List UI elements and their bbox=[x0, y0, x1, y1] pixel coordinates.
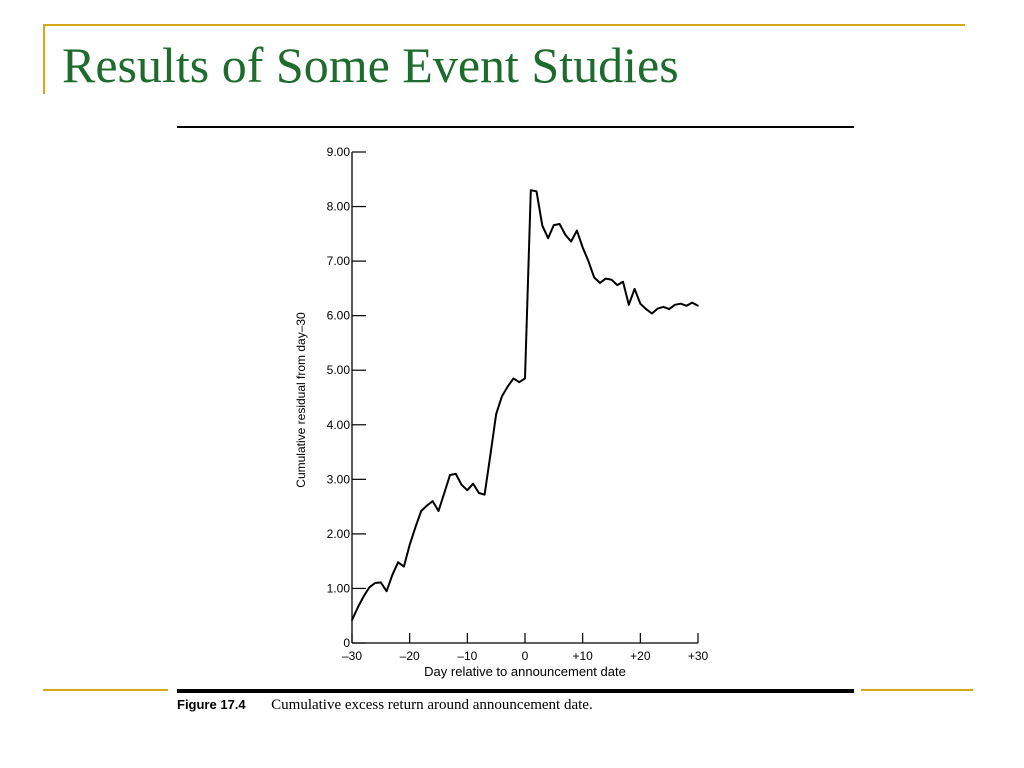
slide-frame-top bbox=[43, 24, 965, 26]
data-point bbox=[651, 312, 653, 315]
data-point bbox=[489, 454, 492, 456]
data-point bbox=[362, 595, 365, 598]
data-point bbox=[530, 189, 532, 191]
data-point bbox=[495, 413, 498, 415]
y-tick-label: 1.00 bbox=[327, 581, 351, 595]
data-point bbox=[443, 492, 446, 494]
slide-title: Results of Some Event Studies bbox=[62, 37, 679, 93]
footer-accent-left bbox=[43, 689, 168, 691]
x-tick-label: +10 bbox=[572, 649, 593, 663]
y-tick-label: 9.00 bbox=[327, 145, 351, 159]
data-point bbox=[628, 304, 630, 306]
data-point bbox=[616, 284, 619, 286]
x-tick-label: –30 bbox=[342, 649, 362, 663]
y-tick-label: 2.00 bbox=[327, 527, 351, 541]
data-point bbox=[662, 306, 665, 308]
data-point bbox=[541, 224, 544, 227]
data-point bbox=[472, 482, 474, 485]
data-point bbox=[679, 302, 682, 305]
y-tick-label: 7.00 bbox=[327, 254, 351, 268]
data-point bbox=[685, 305, 688, 307]
data-point bbox=[368, 586, 371, 589]
data-point bbox=[645, 308, 647, 310]
data-point bbox=[570, 240, 572, 243]
x-tick-label: +30 bbox=[688, 649, 709, 663]
data-point bbox=[483, 493, 486, 496]
data-point bbox=[593, 276, 595, 279]
data-point bbox=[414, 526, 417, 529]
data-point bbox=[622, 281, 624, 283]
figure-top-rule bbox=[177, 126, 854, 128]
data-point bbox=[385, 590, 388, 592]
data-point bbox=[518, 381, 520, 384]
slide-frame-left bbox=[43, 24, 45, 94]
data-point bbox=[391, 574, 394, 576]
data-point bbox=[437, 510, 440, 512]
series-line bbox=[351, 189, 699, 621]
data-point bbox=[656, 307, 659, 310]
y-tick-label: 0 bbox=[343, 636, 350, 650]
data-point bbox=[478, 492, 480, 494]
data-point bbox=[408, 544, 411, 546]
chart-axes bbox=[351, 152, 698, 644]
data-point bbox=[374, 582, 376, 584]
data-point bbox=[420, 510, 423, 512]
data-point bbox=[604, 277, 607, 280]
y-ticks: 0 1.00 2.00 3.00 4.00 5.00 6.00 7.00 8.00 9.00 bbox=[327, 145, 366, 650]
data-point bbox=[403, 565, 405, 568]
figure-caption: Figure 17.4 Cumulative excess return aro… bbox=[177, 697, 593, 714]
data-point bbox=[674, 304, 676, 306]
figure-number: Figure 17.4 bbox=[177, 697, 246, 712]
footer-accent-right bbox=[861, 689, 973, 691]
x-tick-label: –20 bbox=[400, 649, 420, 663]
data-point bbox=[466, 489, 469, 492]
data-point bbox=[351, 619, 353, 621]
data-point bbox=[501, 395, 503, 398]
data-point bbox=[506, 385, 509, 388]
x-tick-label: 0 bbox=[522, 649, 529, 663]
data-point bbox=[633, 288, 636, 290]
data-point bbox=[524, 377, 526, 380]
data-point bbox=[547, 237, 549, 239]
data-point bbox=[449, 474, 451, 476]
data-point bbox=[426, 504, 428, 507]
data-point bbox=[553, 224, 555, 226]
y-tick-label: 4.00 bbox=[327, 418, 351, 432]
data-point bbox=[380, 581, 382, 584]
data-point bbox=[431, 500, 434, 503]
data-point bbox=[558, 223, 561, 225]
data-point bbox=[599, 282, 601, 284]
y-tick-label: 5.00 bbox=[327, 363, 351, 377]
y-axis-label: Cumulative residual from day–30 bbox=[294, 312, 308, 488]
data-point bbox=[455, 473, 457, 475]
data-point bbox=[581, 246, 584, 249]
data-point bbox=[564, 234, 567, 236]
data-point bbox=[610, 278, 613, 281]
data-point bbox=[639, 302, 642, 305]
data-point bbox=[357, 606, 359, 609]
x-tick-label: +20 bbox=[630, 649, 651, 663]
data-point bbox=[587, 260, 590, 262]
data-point bbox=[691, 301, 693, 304]
data-point bbox=[460, 484, 463, 486]
x-tick-label: –10 bbox=[457, 649, 477, 663]
figure-caption-text: Cumulative excess return around announce… bbox=[271, 697, 593, 713]
y-tick-label: 3.00 bbox=[327, 472, 351, 486]
x-ticks: –30 –20 –10 0 +10 +20 +30 bbox=[342, 633, 709, 663]
x-axis-label: Day relative to announcement date bbox=[424, 664, 626, 679]
figure-bottom-rule bbox=[177, 689, 854, 693]
data-point bbox=[397, 561, 399, 564]
data-point bbox=[697, 305, 699, 307]
data-point bbox=[535, 190, 538, 193]
series-points bbox=[351, 189, 699, 621]
data-point bbox=[512, 377, 515, 380]
data-point bbox=[668, 308, 670, 310]
y-tick-label: 8.00 bbox=[327, 200, 351, 214]
y-tick-label: 6.00 bbox=[327, 309, 351, 323]
data-point bbox=[576, 229, 578, 232]
